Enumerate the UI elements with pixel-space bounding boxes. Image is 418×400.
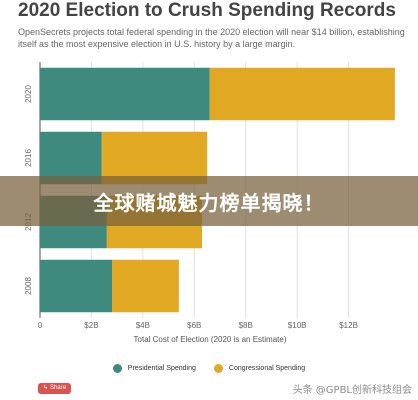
banner-text: 全球赌城魅力榜单揭晓！	[93, 190, 325, 215]
legend-swatch-presidential	[112, 363, 122, 373]
legend-label-congressional: Congressional Spending	[228, 364, 306, 372]
overlay-banner: 全球赌城魅力榜单揭晓！	[0, 176, 418, 226]
watermark: 头条 @GPBL创新科技组会	[292, 385, 412, 396]
legend-swatch-congressional	[213, 363, 223, 373]
x-tick-label: $2B	[84, 321, 98, 330]
x-tick-label: $4B	[136, 321, 150, 330]
x-tick-label: 0	[38, 321, 43, 330]
bar-congressional	[112, 259, 179, 313]
share-icon: ↳	[43, 385, 49, 391]
share-button[interactable]: ↳ Share	[38, 383, 72, 394]
bar-congressional	[101, 131, 208, 185]
x-tick-label: $8B	[239, 321, 253, 330]
bar-congressional	[209, 67, 395, 121]
share-label: Share	[50, 385, 67, 391]
chart-title: 2020 Election to Crush Spending Records	[18, 0, 396, 21]
x-tick-label: $12B	[339, 321, 358, 330]
bar-presidential	[40, 67, 210, 121]
bar-presidential	[40, 259, 112, 313]
chart-legend: Presidential Spending Congressional Spen…	[0, 360, 418, 376]
chart-subtitle: OpenSecrets projects total federal spend…	[18, 27, 405, 49]
legend-label-presidential: Presidential Spending	[127, 364, 196, 372]
x-tick-label: $6B	[187, 321, 201, 330]
legend-item-presidential: Presidential Spending	[112, 363, 196, 373]
bar-presidential	[40, 131, 102, 185]
x-tick-label: $10B	[288, 321, 307, 330]
y-category-label: 2008	[24, 277, 33, 295]
legend-item-congressional: Congressional Spending	[213, 363, 306, 373]
x-axis-label: Total Cost of Election (2020 is an Estim…	[134, 335, 287, 344]
y-category-label: 2020	[24, 85, 33, 103]
y-category-label: 2016	[24, 149, 33, 167]
